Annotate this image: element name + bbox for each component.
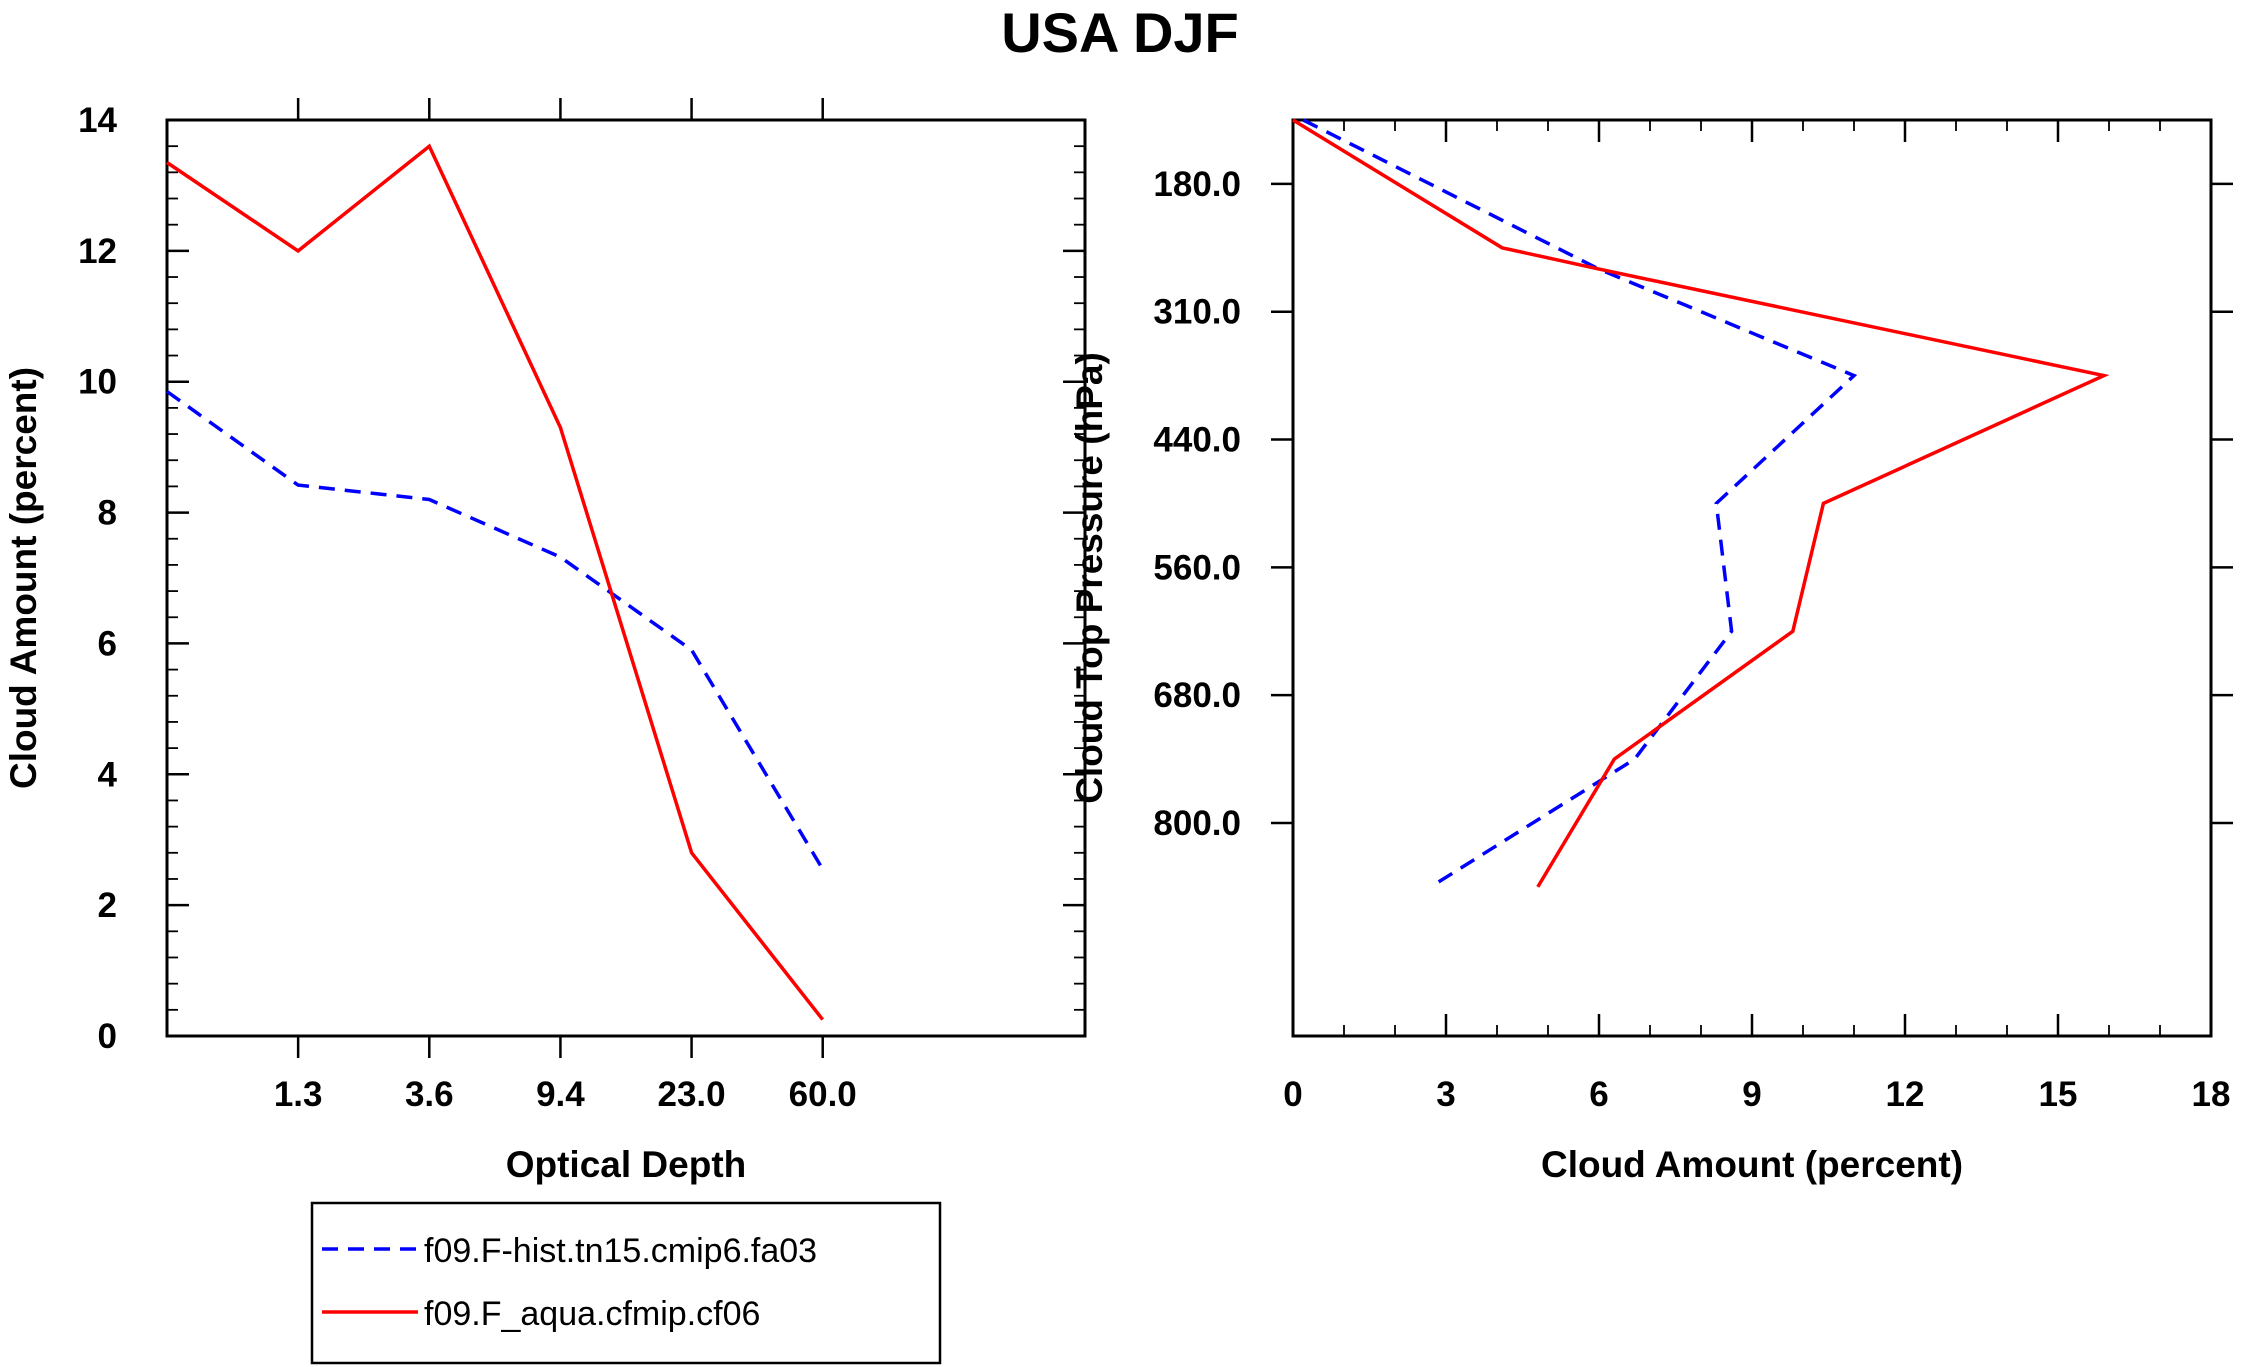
left-x-axis-label: Optical Depth (506, 1144, 747, 1185)
right-y-tick-label: 310.0 (1153, 293, 1241, 332)
optical-depth-panel: 0 2 4 6 8 10 12 14 1.3 3.6 9.4 23.0 60.0 Optical Dep… (3, 98, 1087, 1185)
left-plot-frame (165, 118, 1087, 1038)
left-series-line-0 (165, 390, 825, 871)
left-x-tick-label: 60.0 (789, 1075, 857, 1114)
left-y-tick-label: 8 (98, 494, 117, 533)
left-x-tick-label: 3.6 (405, 1075, 454, 1114)
cloud-top-pressure-panel: 0 3 6 9 12 15 18 180.0 310.0 440.0 560.0 680.0 800.0… (1069, 118, 2233, 1185)
right-x-tick-label: 0 (1283, 1075, 1302, 1114)
right-x-tick-label: 6 (1589, 1075, 1608, 1114)
left-series-line-1 (166, 143, 825, 1021)
left-y-tick-label: 0 (98, 1017, 117, 1056)
right-x-tick-label: 9 (1742, 1075, 1761, 1114)
right-x-tick-label: 18 (2192, 1075, 2231, 1114)
left-y-tick-label: 4 (98, 755, 118, 794)
legend: f09.F-hist.tn15.cmip6.fa03 f09.F_aqua.cf… (310, 1201, 942, 1365)
left-y-tick-label: 2 (98, 886, 117, 925)
right-y-tick-label: 560.0 (1153, 548, 1241, 587)
left-y-tick-label: 10 (78, 363, 117, 402)
left-y-tick-label: 12 (78, 232, 117, 271)
left-x-tick-label: 1.3 (274, 1075, 323, 1114)
legend-box (310, 1201, 942, 1365)
right-series-line-0 (1302, 118, 1858, 889)
left-y-axis-label: Cloud Amount (percent) (3, 367, 44, 789)
right-x-tick-label: 12 (1886, 1075, 1925, 1114)
right-y-tick-label: 440.0 (1153, 421, 1241, 460)
right-x-tick-label: 15 (2039, 1075, 2078, 1114)
right-plot-frame (1291, 118, 2213, 1038)
right-y-tick-label: 180.0 (1153, 165, 1241, 204)
right-x-axis-label: Cloud Amount (percent) (1541, 1144, 1963, 1185)
right-y-axis-label: Cloud Top Pressure (hPa) (1069, 352, 1110, 804)
left-x-tick-label: 9.4 (536, 1075, 585, 1114)
right-y-tick-label: 680.0 (1153, 676, 1241, 715)
left-y-tick-label: 6 (98, 624, 117, 663)
right-x-tick-label: 3 (1436, 1075, 1455, 1114)
right-series-line-1 (1292, 118, 2110, 888)
left-x-tick-label: 23.0 (658, 1075, 726, 1114)
legend-label-0: f09.F-hist.tn15.cmip6.fa03 (424, 1232, 817, 1270)
legend-label-1: f09.F_aqua.cfmip.cf06 (424, 1295, 760, 1333)
right-y-tick-label: 800.0 (1153, 804, 1241, 843)
chart-title: USA DJF (1001, 1, 1239, 64)
left-y-tick-label: 14 (78, 101, 117, 140)
